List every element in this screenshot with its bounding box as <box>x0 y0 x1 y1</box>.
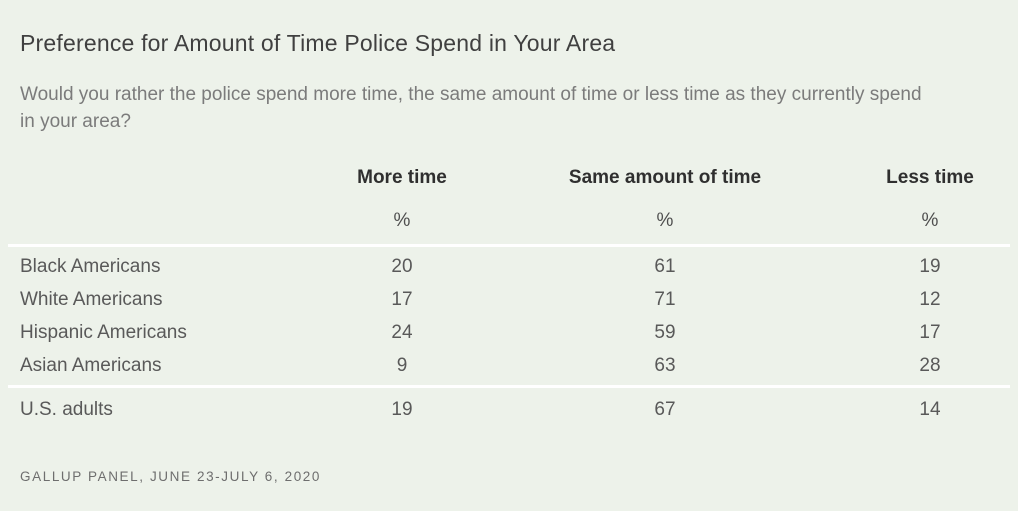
column-header-row: More time Same amount of time Less time <box>0 167 1018 189</box>
row-value-more-time: 20 <box>391 255 413 277</box>
row-value-more-time: 9 <box>396 354 408 376</box>
summary-value-same-amount: 67 <box>654 398 676 420</box>
row-value-same-amount: 59 <box>654 321 676 343</box>
summary-value-less-time: 14 <box>919 398 941 420</box>
table-row: Black Americans 20 61 19 <box>0 250 1018 283</box>
row-value-same-amount: 71 <box>654 288 676 310</box>
page-title: Preference for Amount of Time Police Spe… <box>20 30 616 56</box>
row-value-more-time: 24 <box>391 321 413 343</box>
column-header-same-amount: Same amount of time <box>568 167 762 188</box>
summary-value-more-time: 19 <box>391 398 413 420</box>
summary-row-label: U.S. adults <box>20 398 113 420</box>
table-body: Black Americans 20 61 19 White Americans… <box>0 247 1018 385</box>
row-value-less-time: 28 <box>919 354 941 376</box>
row-value-more-time: 17 <box>391 288 413 310</box>
table-row: White Americans 17 71 12 <box>0 283 1018 316</box>
table-row: Asian Americans 9 63 28 <box>0 349 1018 382</box>
table-top-divider <box>8 244 1010 247</box>
summary-row: U.S. adults 19 67 14 <box>0 388 1018 431</box>
row-label: Asian Americans <box>20 354 162 376</box>
unit-row: % % % <box>0 210 1018 232</box>
row-value-same-amount: 61 <box>654 255 676 277</box>
question-subtitle: Would you rather the police spend more t… <box>20 84 922 132</box>
row-value-same-amount: 63 <box>654 354 676 376</box>
row-value-less-time: 17 <box>919 321 941 343</box>
column-header-less-time: Less time <box>886 167 974 188</box>
row-value-less-time: 19 <box>919 255 941 277</box>
table-summary-divider <box>8 385 1010 388</box>
row-label: Hispanic Americans <box>20 321 187 343</box>
row-label: White Americans <box>20 288 163 310</box>
unit-label: % <box>393 210 411 231</box>
row-label: Black Americans <box>20 255 161 277</box>
unit-label: % <box>656 210 674 231</box>
source-attribution: GALLUP PANEL, JUNE 23-JULY 6, 2020 <box>20 469 322 484</box>
row-value-less-time: 12 <box>919 288 941 310</box>
unit-label: % <box>921 210 939 231</box>
column-header-more-time: More time <box>357 167 447 188</box>
table-row: Hispanic Americans 24 59 17 <box>0 316 1018 349</box>
